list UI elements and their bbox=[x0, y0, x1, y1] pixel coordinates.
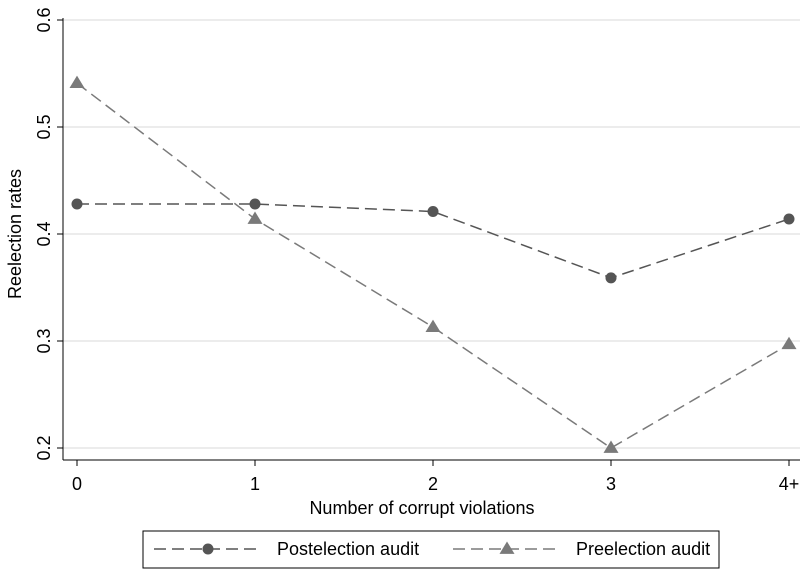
x-tick-label: 4+ bbox=[779, 474, 800, 494]
grid-lines bbox=[63, 19, 800, 449]
y-tick-label: 0.5 bbox=[34, 114, 54, 139]
postelection-point bbox=[427, 206, 439, 218]
preelection-point bbox=[425, 319, 441, 332]
series-group bbox=[69, 75, 797, 453]
legend-preelection-label: Preelection audit bbox=[576, 539, 710, 559]
postelection-series-line bbox=[77, 203, 790, 279]
legend-preelection-marker bbox=[499, 541, 515, 554]
legend-postelection-label: Postelection audit bbox=[277, 539, 419, 559]
x-axis-title: Number of corrupt violations bbox=[309, 498, 534, 518]
preelection-point bbox=[781, 336, 797, 350]
axis-ticks: 0.2 0.3 0.4 0.5 0.6 0 1 2 3 4+ bbox=[34, 7, 800, 494]
x-tick-label: 3 bbox=[606, 474, 616, 494]
preelection-point bbox=[69, 75, 85, 89]
x-tick-label: 2 bbox=[428, 474, 438, 494]
postelection-point bbox=[71, 198, 83, 210]
y-tick-label: 0.4 bbox=[34, 221, 54, 246]
y-tick-label: 0.3 bbox=[34, 328, 54, 353]
preelection-series-line bbox=[76, 82, 790, 449]
y-tick-label: 0.6 bbox=[34, 7, 54, 32]
postelection-point bbox=[783, 213, 795, 225]
preelection-point bbox=[603, 440, 619, 453]
legend-postelection-marker bbox=[202, 543, 214, 555]
legend-box bbox=[142, 530, 720, 569]
preelection-point bbox=[247, 211, 263, 224]
x-tick-label: 0 bbox=[72, 474, 82, 494]
postelection-point bbox=[249, 198, 261, 210]
legend: Postelection audit Preelection audit bbox=[154, 539, 710, 559]
x-tick-label: 1 bbox=[250, 474, 260, 494]
postelection-point bbox=[605, 272, 617, 284]
y-tick-label: 0.2 bbox=[34, 435, 54, 460]
y-axis-title: Reelection rates bbox=[5, 169, 25, 299]
